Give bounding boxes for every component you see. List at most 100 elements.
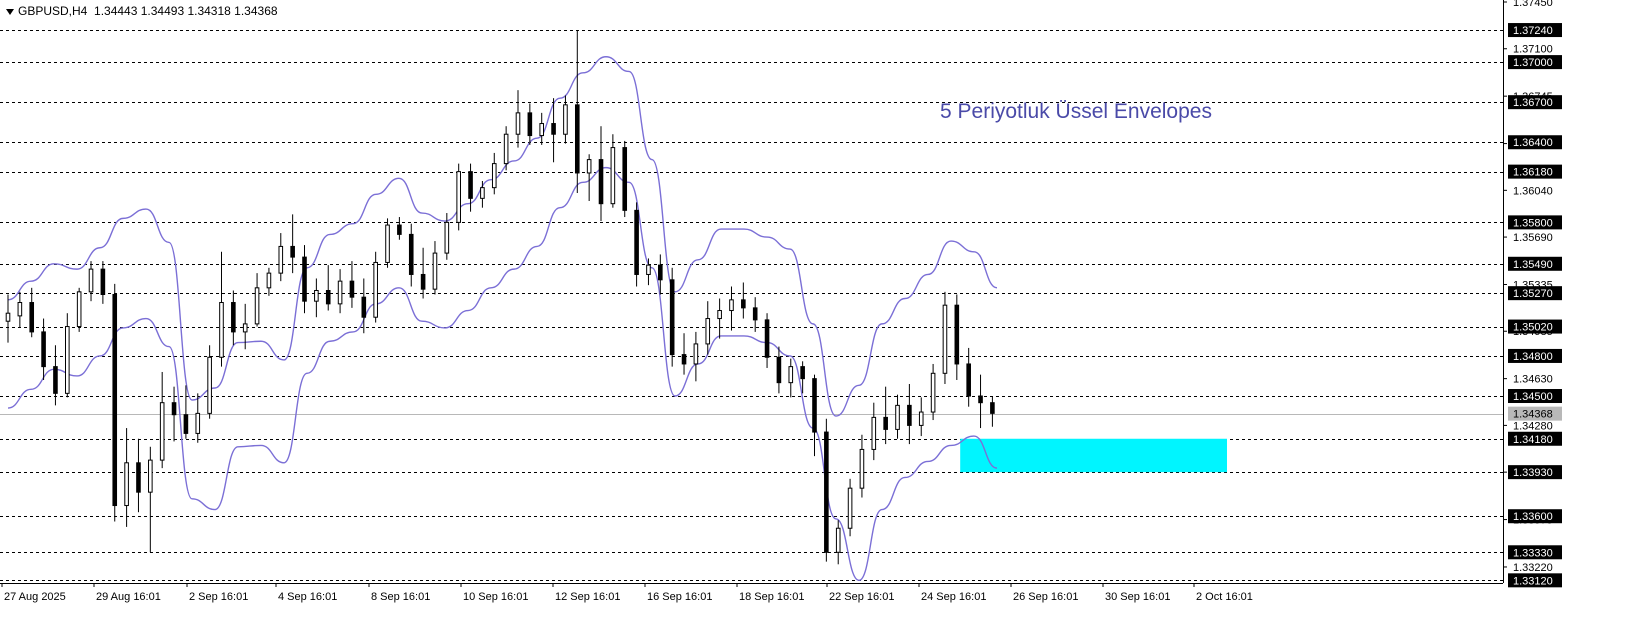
candle[interactable] [847, 478, 853, 537]
candle[interactable] [586, 154, 592, 202]
candle[interactable] [515, 90, 521, 148]
candle[interactable] [978, 374, 983, 429]
candle[interactable] [41, 318, 46, 380]
candle[interactable] [693, 331, 699, 382]
candle[interactable] [88, 261, 94, 302]
candle[interactable] [622, 140, 628, 218]
candle[interactable] [883, 386, 888, 445]
candle[interactable] [835, 520, 841, 565]
indicator-label: 5 Periyotluk Üssel Envelopes [940, 100, 1212, 123]
candle[interactable] [397, 217, 402, 240]
candle[interactable] [764, 313, 770, 368]
candle[interactable] [242, 303, 248, 350]
candle[interactable] [136, 438, 141, 513]
candle[interactable] [930, 363, 936, 421]
candle[interactable] [148, 446, 153, 553]
candle[interactable] [100, 261, 106, 304]
candle[interactable] [954, 294, 960, 380]
candle[interactable] [456, 163, 461, 231]
candle[interactable] [171, 386, 177, 442]
candle-body [717, 310, 722, 320]
candle[interactable] [966, 347, 971, 407]
candle[interactable] [266, 267, 272, 296]
candle[interactable] [895, 394, 900, 439]
candle[interactable] [468, 163, 473, 212]
candle[interactable] [907, 383, 912, 445]
candle[interactable] [669, 267, 675, 367]
candle[interactable] [408, 223, 414, 287]
candle-body [788, 366, 794, 384]
time-tick-label: 2 Oct 16:01 [1196, 591, 1253, 603]
candle[interactable] [717, 298, 722, 339]
candle[interactable] [681, 333, 687, 375]
candle[interactable] [432, 241, 438, 295]
candle[interactable] [752, 297, 758, 332]
candle[interactable] [207, 345, 212, 419]
zone-rect[interactable] [960, 438, 1227, 473]
candle[interactable] [598, 126, 604, 222]
candle[interactable] [491, 152, 497, 195]
candle[interactable] [610, 134, 616, 208]
candle[interactable] [824, 418, 829, 562]
symbol-dropdown-icon[interactable] [6, 8, 14, 15]
candle[interactable] [776, 346, 782, 394]
candle[interactable] [219, 251, 224, 367]
candle[interactable] [112, 283, 118, 522]
candle[interactable] [812, 374, 817, 457]
candle[interactable] [527, 103, 533, 145]
candle[interactable] [480, 180, 485, 208]
candle[interactable] [231, 290, 236, 346]
candle[interactable] [788, 358, 794, 398]
candle[interactable] [183, 385, 189, 439]
candle[interactable] [729, 286, 734, 331]
candle[interactable] [361, 278, 367, 334]
candle[interactable] [741, 282, 746, 319]
candle[interactable] [302, 245, 307, 314]
candle[interactable] [705, 301, 711, 355]
candle-body [231, 302, 236, 333]
candle[interactable] [942, 291, 948, 384]
candle[interactable] [325, 265, 331, 311]
candle[interactable] [17, 291, 23, 328]
candle[interactable] [420, 247, 426, 299]
candle[interactable] [444, 213, 450, 260]
candle[interactable] [254, 273, 260, 327]
candle[interactable] [385, 218, 390, 268]
candle[interactable] [195, 393, 201, 443]
candle[interactable] [859, 434, 865, 498]
candle[interactable] [503, 126, 509, 171]
candle[interactable] [5, 294, 11, 343]
candle[interactable] [159, 371, 165, 469]
candle[interactable] [990, 396, 995, 427]
level-price-label: 1.34500 [1513, 391, 1553, 403]
envelope-lower-line [7, 166, 998, 582]
candle[interactable] [124, 428, 129, 527]
candle[interactable] [551, 98, 556, 163]
candle[interactable] [76, 287, 82, 332]
candle[interactable] [800, 361, 805, 394]
candle[interactable] [634, 202, 639, 287]
candle[interactable] [563, 95, 568, 144]
candle-body [539, 123, 545, 137]
candle-body [171, 402, 177, 416]
candle[interactable] [574, 30, 580, 193]
candle[interactable] [646, 258, 651, 286]
candle[interactable] [337, 269, 343, 314]
candle[interactable] [918, 397, 924, 437]
candle[interactable] [871, 402, 877, 461]
candle[interactable] [290, 214, 295, 274]
candle[interactable] [314, 278, 319, 318]
candle-body [183, 414, 189, 434]
candle[interactable] [539, 112, 545, 145]
candle[interactable] [29, 287, 35, 338]
candle[interactable] [65, 313, 70, 398]
level-price-label-box [1508, 23, 1562, 38]
time-tick-label: 16 Sep 16:01 [647, 591, 712, 603]
candle-body [978, 395, 983, 404]
candle[interactable] [53, 345, 58, 406]
candle[interactable] [373, 251, 378, 323]
candle[interactable] [349, 261, 355, 308]
candle[interactable] [278, 233, 284, 282]
candle[interactable] [658, 254, 663, 295]
